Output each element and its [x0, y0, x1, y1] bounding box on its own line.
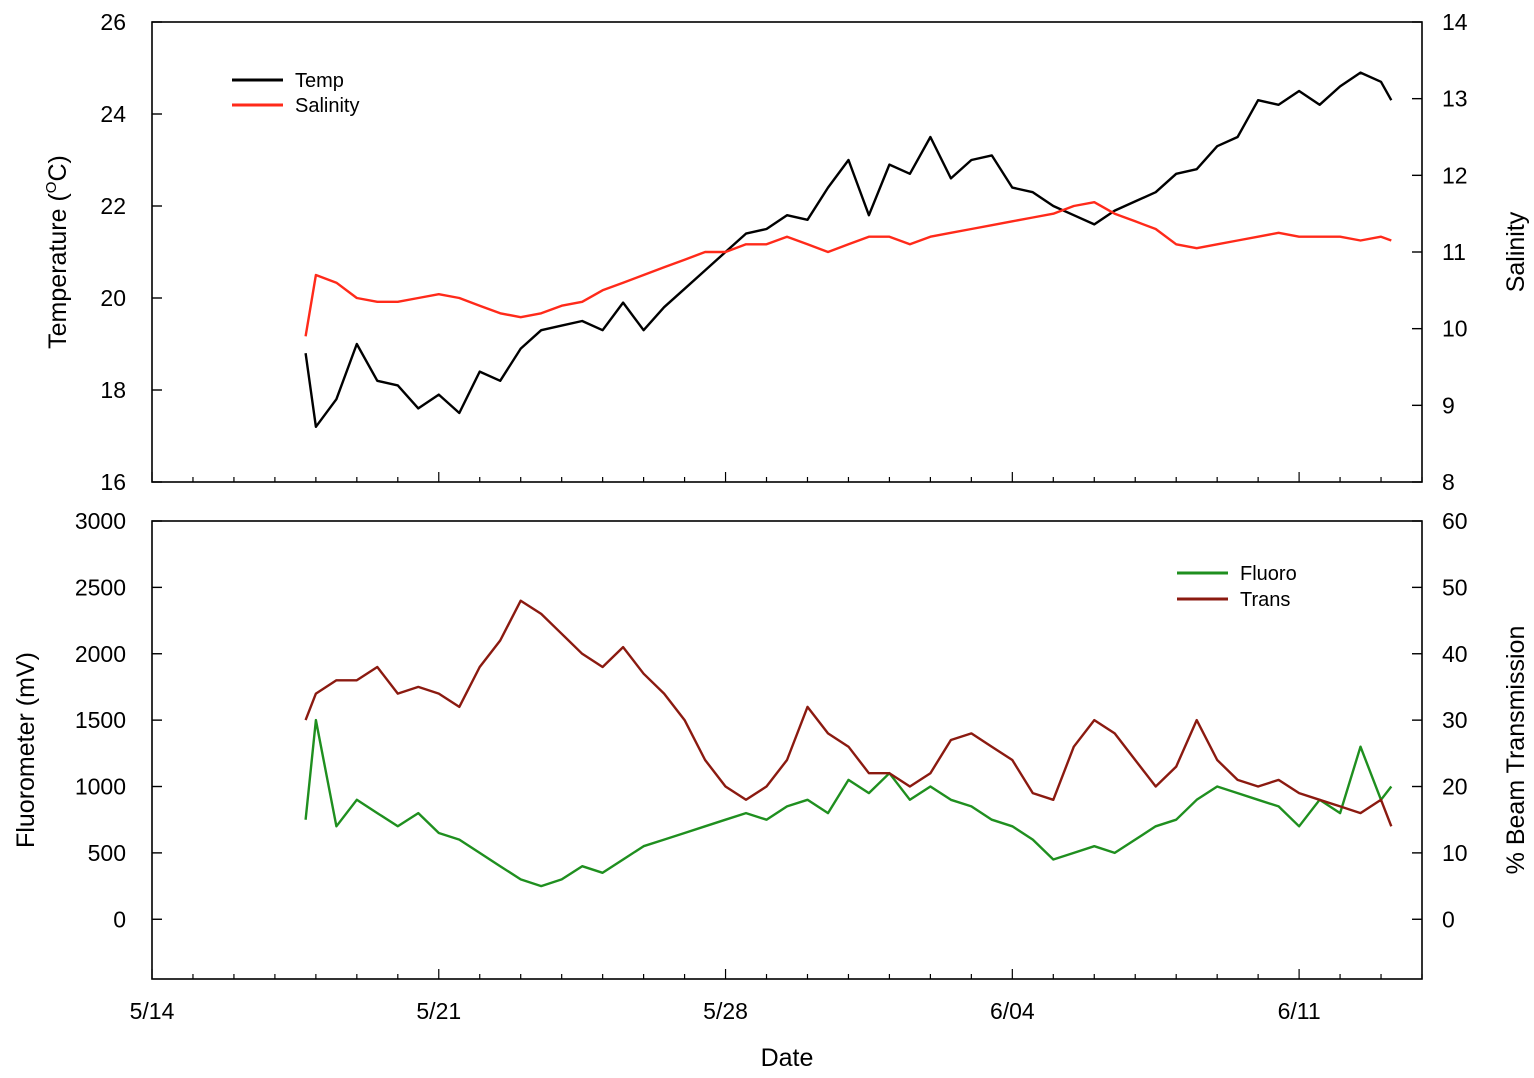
legend-label-salinity: Salinity	[295, 95, 359, 117]
bottom-left-axis-label: Fluorometer (mV)	[12, 652, 40, 848]
right-tick-label: 8	[1442, 469, 1455, 495]
left-tick-label: 24	[100, 101, 126, 127]
left-tick-label: 26	[100, 9, 126, 35]
left-tick-label: 1500	[75, 707, 126, 733]
series-line-salinity	[304, 200, 1392, 337]
legend-label-trans: Trans	[1240, 589, 1290, 611]
left-tick-label: 2500	[75, 574, 126, 600]
left-tick-label: 22	[100, 193, 126, 219]
x-tick-label: 6/04	[990, 998, 1035, 1024]
left-tick-label: 0	[113, 906, 126, 932]
series-line-fluoro	[304, 718, 1393, 888]
right-tick-label: 30	[1442, 707, 1468, 733]
top-left-axis-label: Temperature (OC)	[43, 155, 72, 349]
bottom-series-group	[304, 599, 1393, 888]
top-series-group	[304, 71, 1393, 428]
left-tick-label: 500	[88, 840, 126, 866]
right-tick-label: 12	[1442, 162, 1468, 188]
top-left-axis-label-sup: O	[43, 182, 60, 194]
legend-label-fluoro: Fluoro	[1240, 563, 1297, 585]
right-tick-label: 0	[1442, 906, 1455, 932]
x-axis-label: Date	[761, 1044, 814, 1072]
top-left-axis-label-main: Temperature (	[44, 193, 72, 349]
series-line-trans	[304, 599, 1393, 827]
right-tick-label: 60	[1442, 508, 1468, 534]
left-tick-label: 18	[100, 377, 126, 403]
x-tick-label: 6/11	[1278, 998, 1321, 1024]
left-tick-label: 20	[100, 285, 126, 311]
x-tick-label: 5/21	[416, 998, 461, 1024]
left-tick-label: 3000	[75, 508, 126, 534]
right-tick-label: 20	[1442, 774, 1468, 800]
right-tick-label: 14	[1442, 9, 1468, 35]
top-left-axis-label-suffix: C)	[44, 155, 72, 181]
bottom-right-axis-label: % Beam Transmission	[1502, 626, 1530, 875]
left-tick-label: 16	[100, 469, 126, 495]
x-tick-label: 5/14	[130, 998, 175, 1024]
right-tick-label: 40	[1442, 641, 1468, 667]
series-line-temp	[304, 71, 1393, 428]
bottom-plot-frame	[151, 520, 1423, 980]
right-tick-label: 11	[1442, 239, 1466, 265]
top-axis-ticks: 16 18 20 22 24 26 8 9 10 11 12 13 14	[100, 9, 1467, 495]
top-legend: Temp Salinity	[232, 70, 359, 117]
right-tick-label: 10	[1442, 840, 1468, 866]
left-tick-label: 1000	[75, 774, 126, 800]
right-tick-label: 10	[1442, 316, 1468, 342]
right-tick-label: 50	[1442, 574, 1468, 600]
right-tick-label: 9	[1442, 392, 1455, 418]
top-right-axis-label: Salinity	[1502, 211, 1530, 292]
bottom-axis-ticks: 0 500 1000 1500 2000 2500 3000 0 10 20 30 40 50 60 5/1…	[75, 508, 1468, 1024]
left-tick-label: 2000	[75, 641, 126, 667]
x-tick-label: 5/28	[703, 998, 748, 1024]
right-tick-label: 13	[1442, 86, 1468, 112]
legend-label-temp: Temp	[295, 70, 344, 92]
bottom-legend: Fluoro Trans	[1177, 563, 1297, 611]
